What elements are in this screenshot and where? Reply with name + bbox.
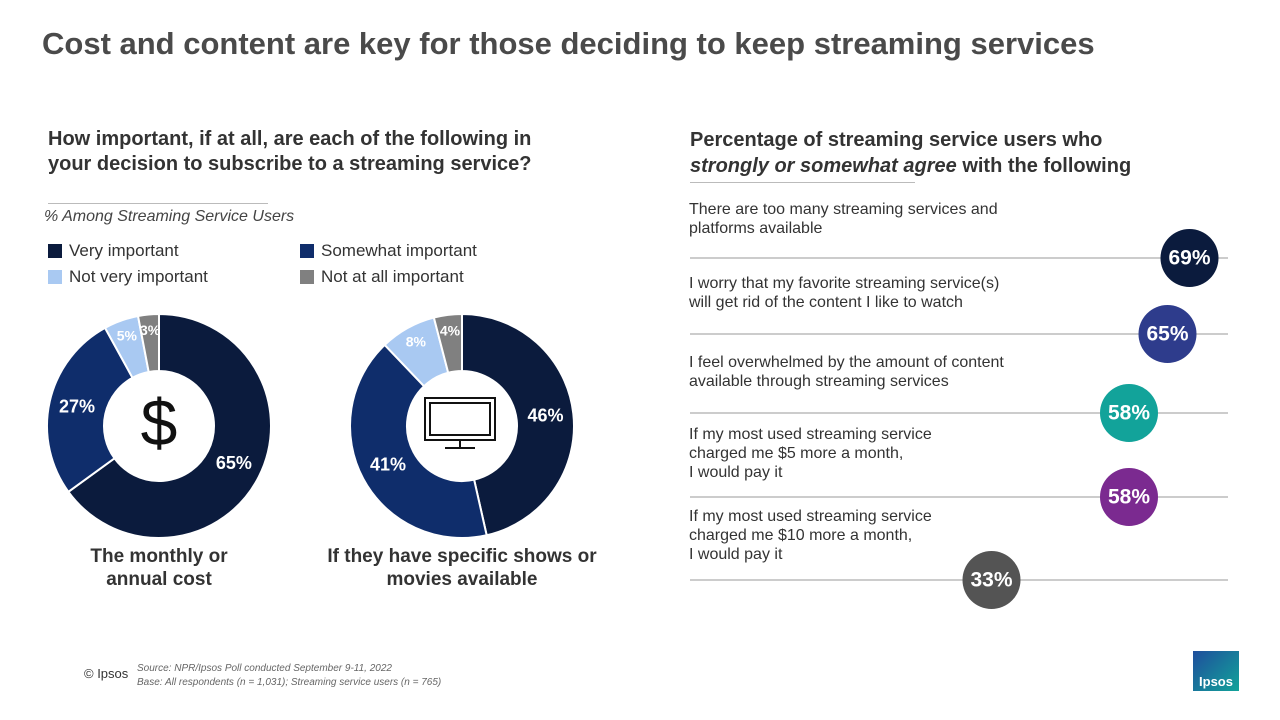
donut-slice — [432, 312, 463, 374]
donut-slice — [136, 312, 160, 374]
value-label: 27% — [59, 396, 95, 416]
legend-swatch — [300, 270, 314, 284]
divider — [48, 203, 268, 204]
value-label: 8% — [406, 334, 427, 350]
legend-swatch — [48, 270, 62, 284]
donut-title: The monthly or annual cost — [90, 546, 228, 590]
dot — [1138, 305, 1197, 363]
legend-item: Not at all important — [300, 267, 464, 287]
logo: Ipsos — [1193, 651, 1239, 691]
value-label: 69% — [1168, 247, 1210, 270]
value-label: 4% — [440, 322, 461, 338]
donut-title: If they have specific shows or movies av… — [327, 546, 597, 590]
dollar-icon: $ — [141, 385, 178, 459]
statement: If my most used streaming service charge… — [689, 508, 932, 563]
statement: If my most used streaming service charge… — [689, 426, 932, 481]
note: % Among Streaming Service Users — [44, 208, 295, 225]
value-label: 41% — [370, 454, 406, 474]
legend-item: Very important — [48, 241, 179, 261]
value-label: 46% — [527, 405, 563, 425]
tv-icon — [424, 397, 496, 449]
dot — [1100, 384, 1158, 442]
value-label: 58% — [1108, 402, 1150, 425]
donut-hole — [105, 372, 213, 480]
donut-slice — [46, 326, 134, 494]
right-title: Percentage of streaming service users wh… — [690, 127, 1250, 179]
base: Base: All respondents (n = 1,031); Strea… — [137, 677, 442, 688]
divider — [690, 182, 915, 183]
legend-label: Not very important — [69, 267, 208, 286]
legend-label: Very important — [69, 241, 179, 260]
value-label: 65% — [1146, 323, 1188, 346]
value-label: 65% — [216, 453, 252, 473]
legend-swatch — [300, 244, 314, 258]
legend-swatch — [48, 244, 62, 258]
value-label: 3% — [140, 322, 161, 338]
question: How important, if at all, are each of th… — [48, 128, 532, 175]
statement: I feel overwhelmed by the amount of cont… — [689, 354, 1004, 390]
statement: There are too many streaming services an… — [689, 201, 998, 237]
donut-slice — [66, 312, 272, 539]
title-part: with the following — [962, 155, 1132, 177]
legend-label: Somewhat important — [321, 241, 477, 260]
legend-item: Somewhat important — [300, 241, 477, 261]
donut-slice — [461, 312, 575, 537]
slide-title: Cost and content are key for those decid… — [42, 26, 1095, 61]
statement: I worry that my favorite streaming servi… — [689, 275, 1000, 311]
value-label: 5% — [117, 327, 138, 343]
source: Source: NPR/Ipsos Poll conducted Septemb… — [137, 663, 392, 674]
legend-item: Not very important — [48, 267, 208, 287]
copyright: © Ipsos — [84, 666, 129, 681]
donut-slice — [349, 343, 488, 539]
value-label: 58% — [1108, 486, 1150, 509]
title-part: Percentage of streaming service users wh… — [690, 129, 1103, 151]
legend-label: Not at all important — [321, 267, 464, 286]
dot — [1160, 229, 1219, 287]
dot — [1100, 468, 1158, 526]
title-part: strongly or somewhat agree — [690, 155, 957, 177]
dot — [962, 551, 1021, 609]
value-label: 33% — [970, 569, 1012, 592]
